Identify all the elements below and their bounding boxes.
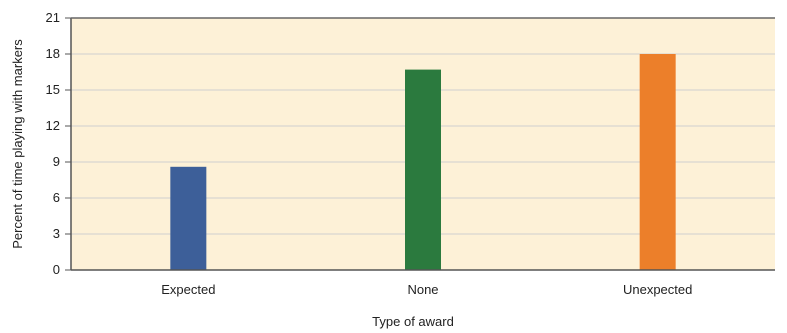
y-tick-label: 15: [46, 82, 60, 97]
y-tick-label: 0: [53, 262, 60, 277]
x-axis-ticks: Expected None Unexpected: [161, 282, 692, 297]
x-tick-label: None: [407, 282, 438, 297]
y-tick-label: 3: [53, 226, 60, 241]
y-tick-label: 21: [46, 10, 60, 25]
x-tick-label: Expected: [161, 282, 215, 297]
x-tick-label: Unexpected: [623, 282, 692, 297]
y-tick-label: 18: [46, 46, 60, 61]
y-axis-ticks: 0 3 6 9 12 15 18 21: [46, 10, 71, 277]
bars: [170, 54, 676, 270]
bar-unexpected: [639, 54, 676, 270]
y-tick-label: 12: [46, 118, 60, 133]
bar-none: [405, 69, 441, 270]
y-tick-label: 6: [53, 190, 60, 205]
y-axis-title: Percent of time playing with markers: [10, 39, 25, 249]
y-tick-label: 9: [53, 154, 60, 169]
x-axis-title: Type of award: [372, 314, 454, 329]
bar-expected: [170, 166, 207, 270]
